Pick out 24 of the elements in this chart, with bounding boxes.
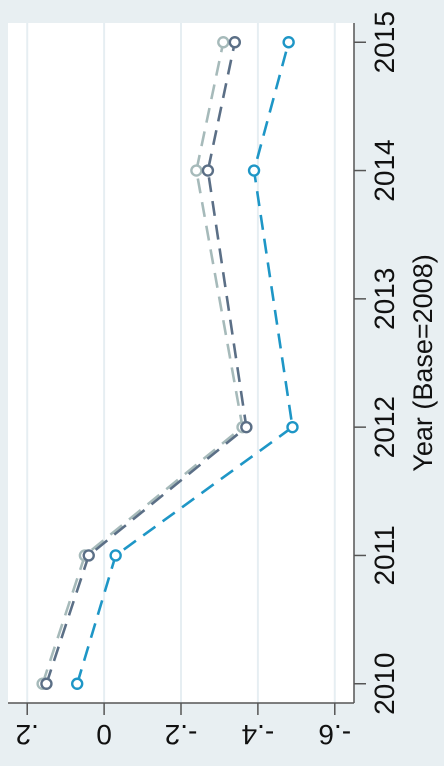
x-tick-label: .2 [16, 719, 39, 750]
point [217, 36, 230, 48]
point [40, 678, 53, 690]
y-tick-label: 2010 [369, 652, 400, 715]
point [228, 36, 242, 48]
y-tick-label: 2014 [369, 139, 400, 202]
point [248, 164, 260, 177]
x-tick-label: -.4 [242, 719, 274, 750]
x-tick-label: 0 [96, 719, 112, 750]
point [202, 164, 214, 177]
x-tick-label: -.2 [164, 719, 198, 750]
x-tick-label: -.6 [318, 719, 352, 750]
y-tick-label: 2015 [369, 11, 400, 74]
point [71, 678, 84, 690]
point [286, 420, 299, 434]
point [282, 36, 295, 48]
point [190, 164, 203, 177]
y-tick-label: 2013 [369, 268, 400, 330]
point [82, 549, 95, 562]
point [109, 549, 122, 562]
y-tick-label: 2012 [369, 396, 400, 458]
y-axis-title: Year (Base=2008) [408, 254, 438, 472]
y-tick-label: 2011 [369, 525, 400, 586]
point [240, 420, 253, 434]
